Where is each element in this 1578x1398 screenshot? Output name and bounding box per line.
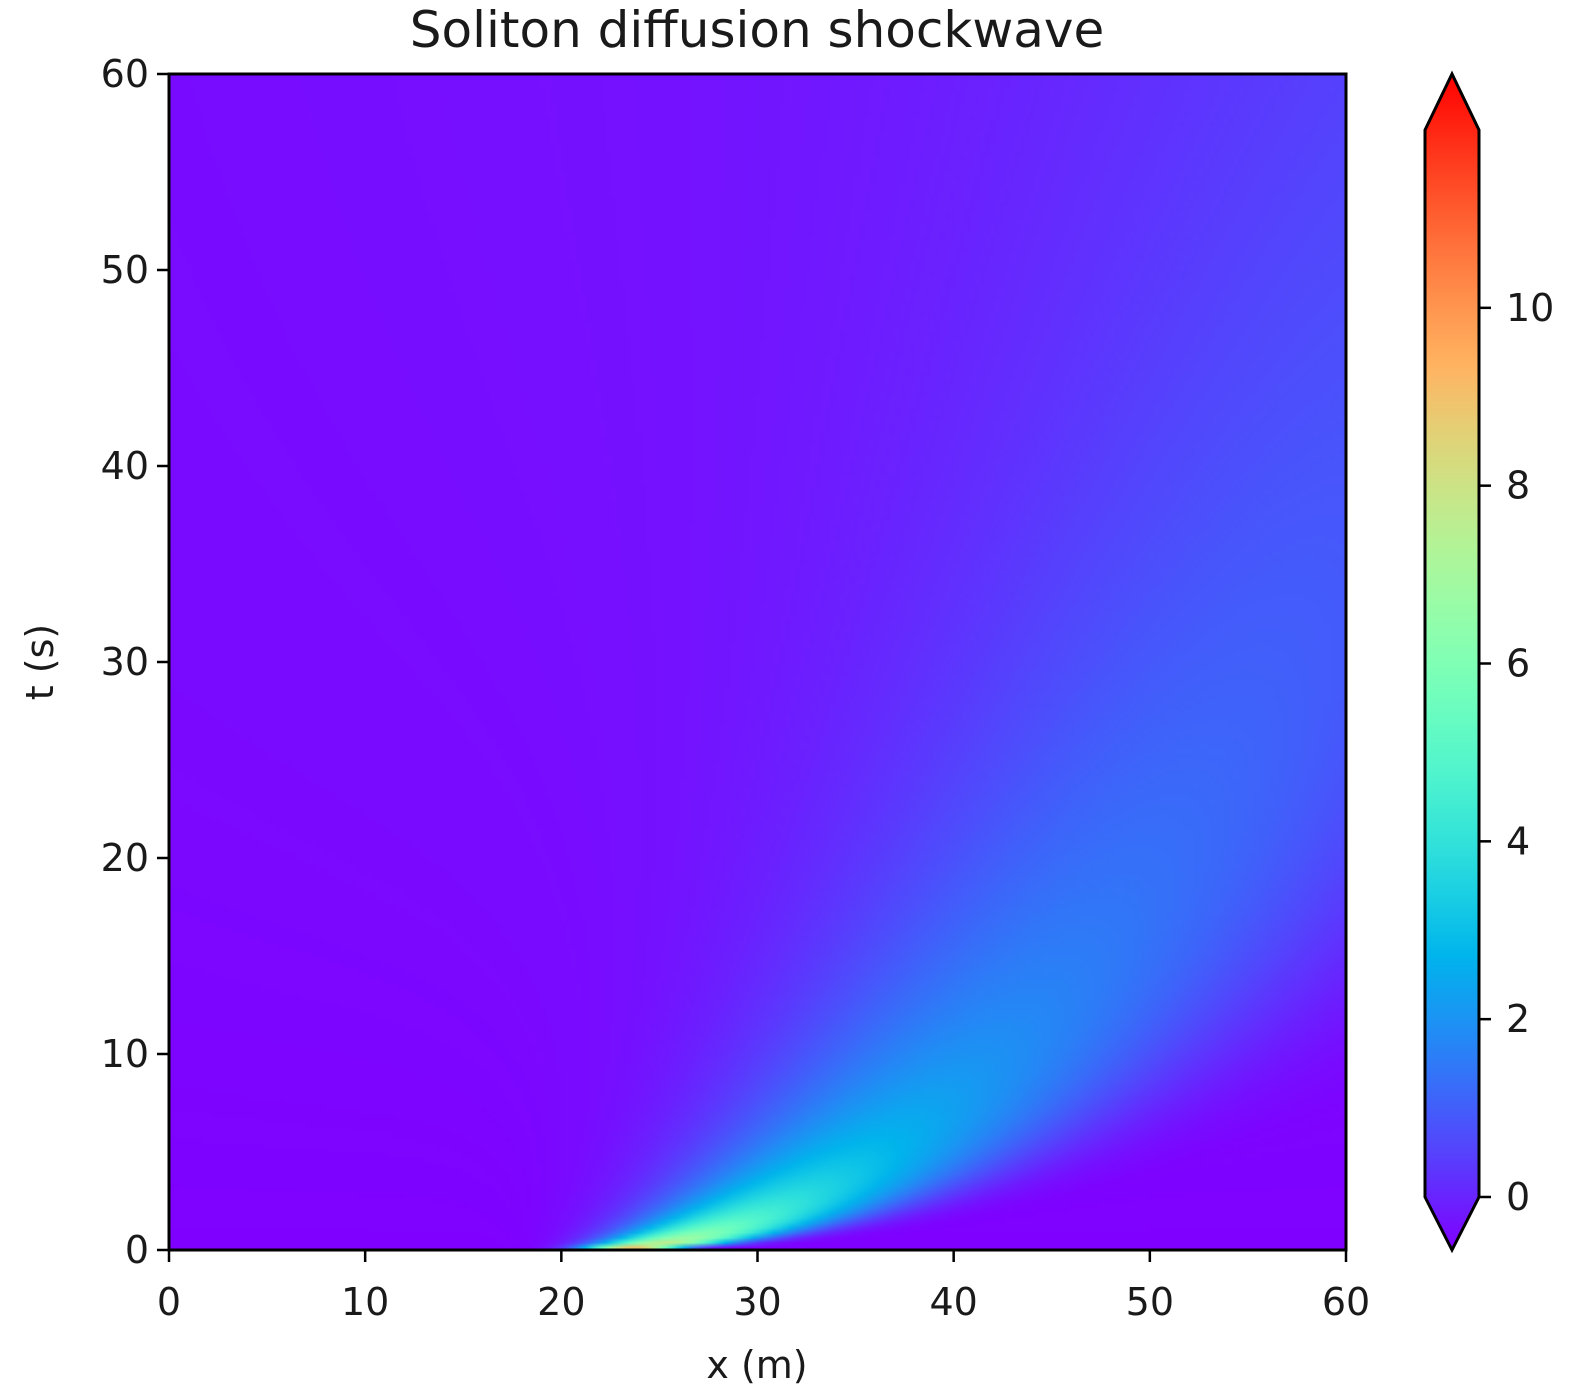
x-tick-label: 10 — [341, 1280, 389, 1324]
colorbar-tick-label: 10 — [1506, 286, 1554, 330]
y-tick-label: 20 — [101, 836, 149, 880]
colorbar-outline — [1423, 70, 1481, 1254]
colorbar-tick-label: 4 — [1506, 819, 1530, 863]
x-axis-ticks: 0 10 20 30 40 50 60 — [157, 1250, 1370, 1324]
colorbar-tick-label: 0 — [1506, 1175, 1530, 1219]
y-tick-label: 60 — [101, 52, 149, 96]
x-axis-label: x (m) — [706, 1343, 807, 1387]
y-tick-label: 40 — [101, 444, 149, 488]
chart-title: Soliton diffusion shockwave — [410, 1, 1104, 59]
y-tick-label: 30 — [101, 640, 149, 684]
x-tick-label: 60 — [1322, 1280, 1370, 1324]
colorbar-tick-label: 2 — [1506, 997, 1530, 1041]
y-tick-label: 50 — [101, 248, 149, 292]
y-axis-label: t (s) — [18, 624, 62, 700]
plot-area — [167, 72, 1348, 1252]
colorbar-gradient — [1425, 74, 1479, 1250]
heatmap-image — [169, 74, 1346, 1250]
colorbar: 0 2 4 6 8 10 — [1423, 70, 1554, 1254]
x-tick-label: 0 — [157, 1280, 181, 1324]
x-tick-label: 20 — [537, 1280, 585, 1324]
y-tick-label: 0 — [125, 1228, 149, 1272]
colorbar-tick-label: 8 — [1506, 464, 1530, 508]
x-tick-label: 30 — [733, 1280, 781, 1324]
colorbar-ticks: 0 2 4 6 8 10 — [1479, 286, 1554, 1219]
y-tick-label: 10 — [101, 1032, 149, 1076]
y-axis-ticks: 0 10 20 30 40 50 60 — [101, 52, 169, 1272]
colorbar-tick-label: 6 — [1506, 642, 1530, 686]
x-tick-label: 50 — [1126, 1280, 1174, 1324]
x-tick-label: 40 — [929, 1280, 977, 1324]
